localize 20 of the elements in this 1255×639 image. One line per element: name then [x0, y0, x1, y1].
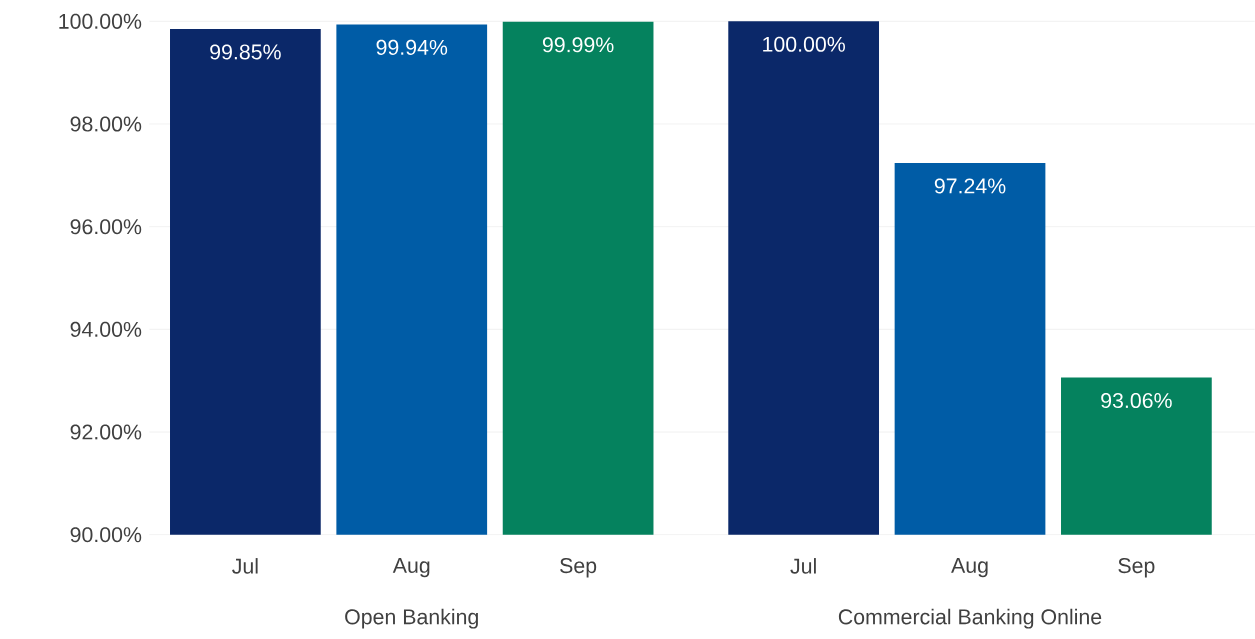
y-tick-label: 96.00% [70, 219, 142, 235]
x-tick-label: Commercial Banking Online [838, 608, 1102, 629]
text: Aug [951, 558, 988, 578]
series-label: Jul [232, 558, 258, 574]
data-label: 99.85% [210, 44, 281, 60]
y-tick-label: 100.00% [59, 13, 142, 30]
y-tick-label: 92.00% [70, 424, 142, 440]
y-tick-label: 98.00% [70, 116, 142, 132]
y-tick-label: 94.00% [70, 321, 142, 338]
series-label: Sep [560, 558, 597, 578]
data-label: 99.94% [376, 39, 448, 56]
text: Jul [790, 558, 816, 574]
x-tick-label: Open Banking [345, 608, 478, 629]
text: Sep [1118, 558, 1155, 578]
y-tick-label: 90.00% [70, 527, 142, 543]
series-label: Aug [392, 558, 430, 578]
data-label: 93.06% [1101, 393, 1172, 409]
data-label: 97.24% [934, 178, 1006, 194]
data-label: 99.99% [542, 37, 614, 53]
data-label: 100.00% [763, 36, 845, 52]
